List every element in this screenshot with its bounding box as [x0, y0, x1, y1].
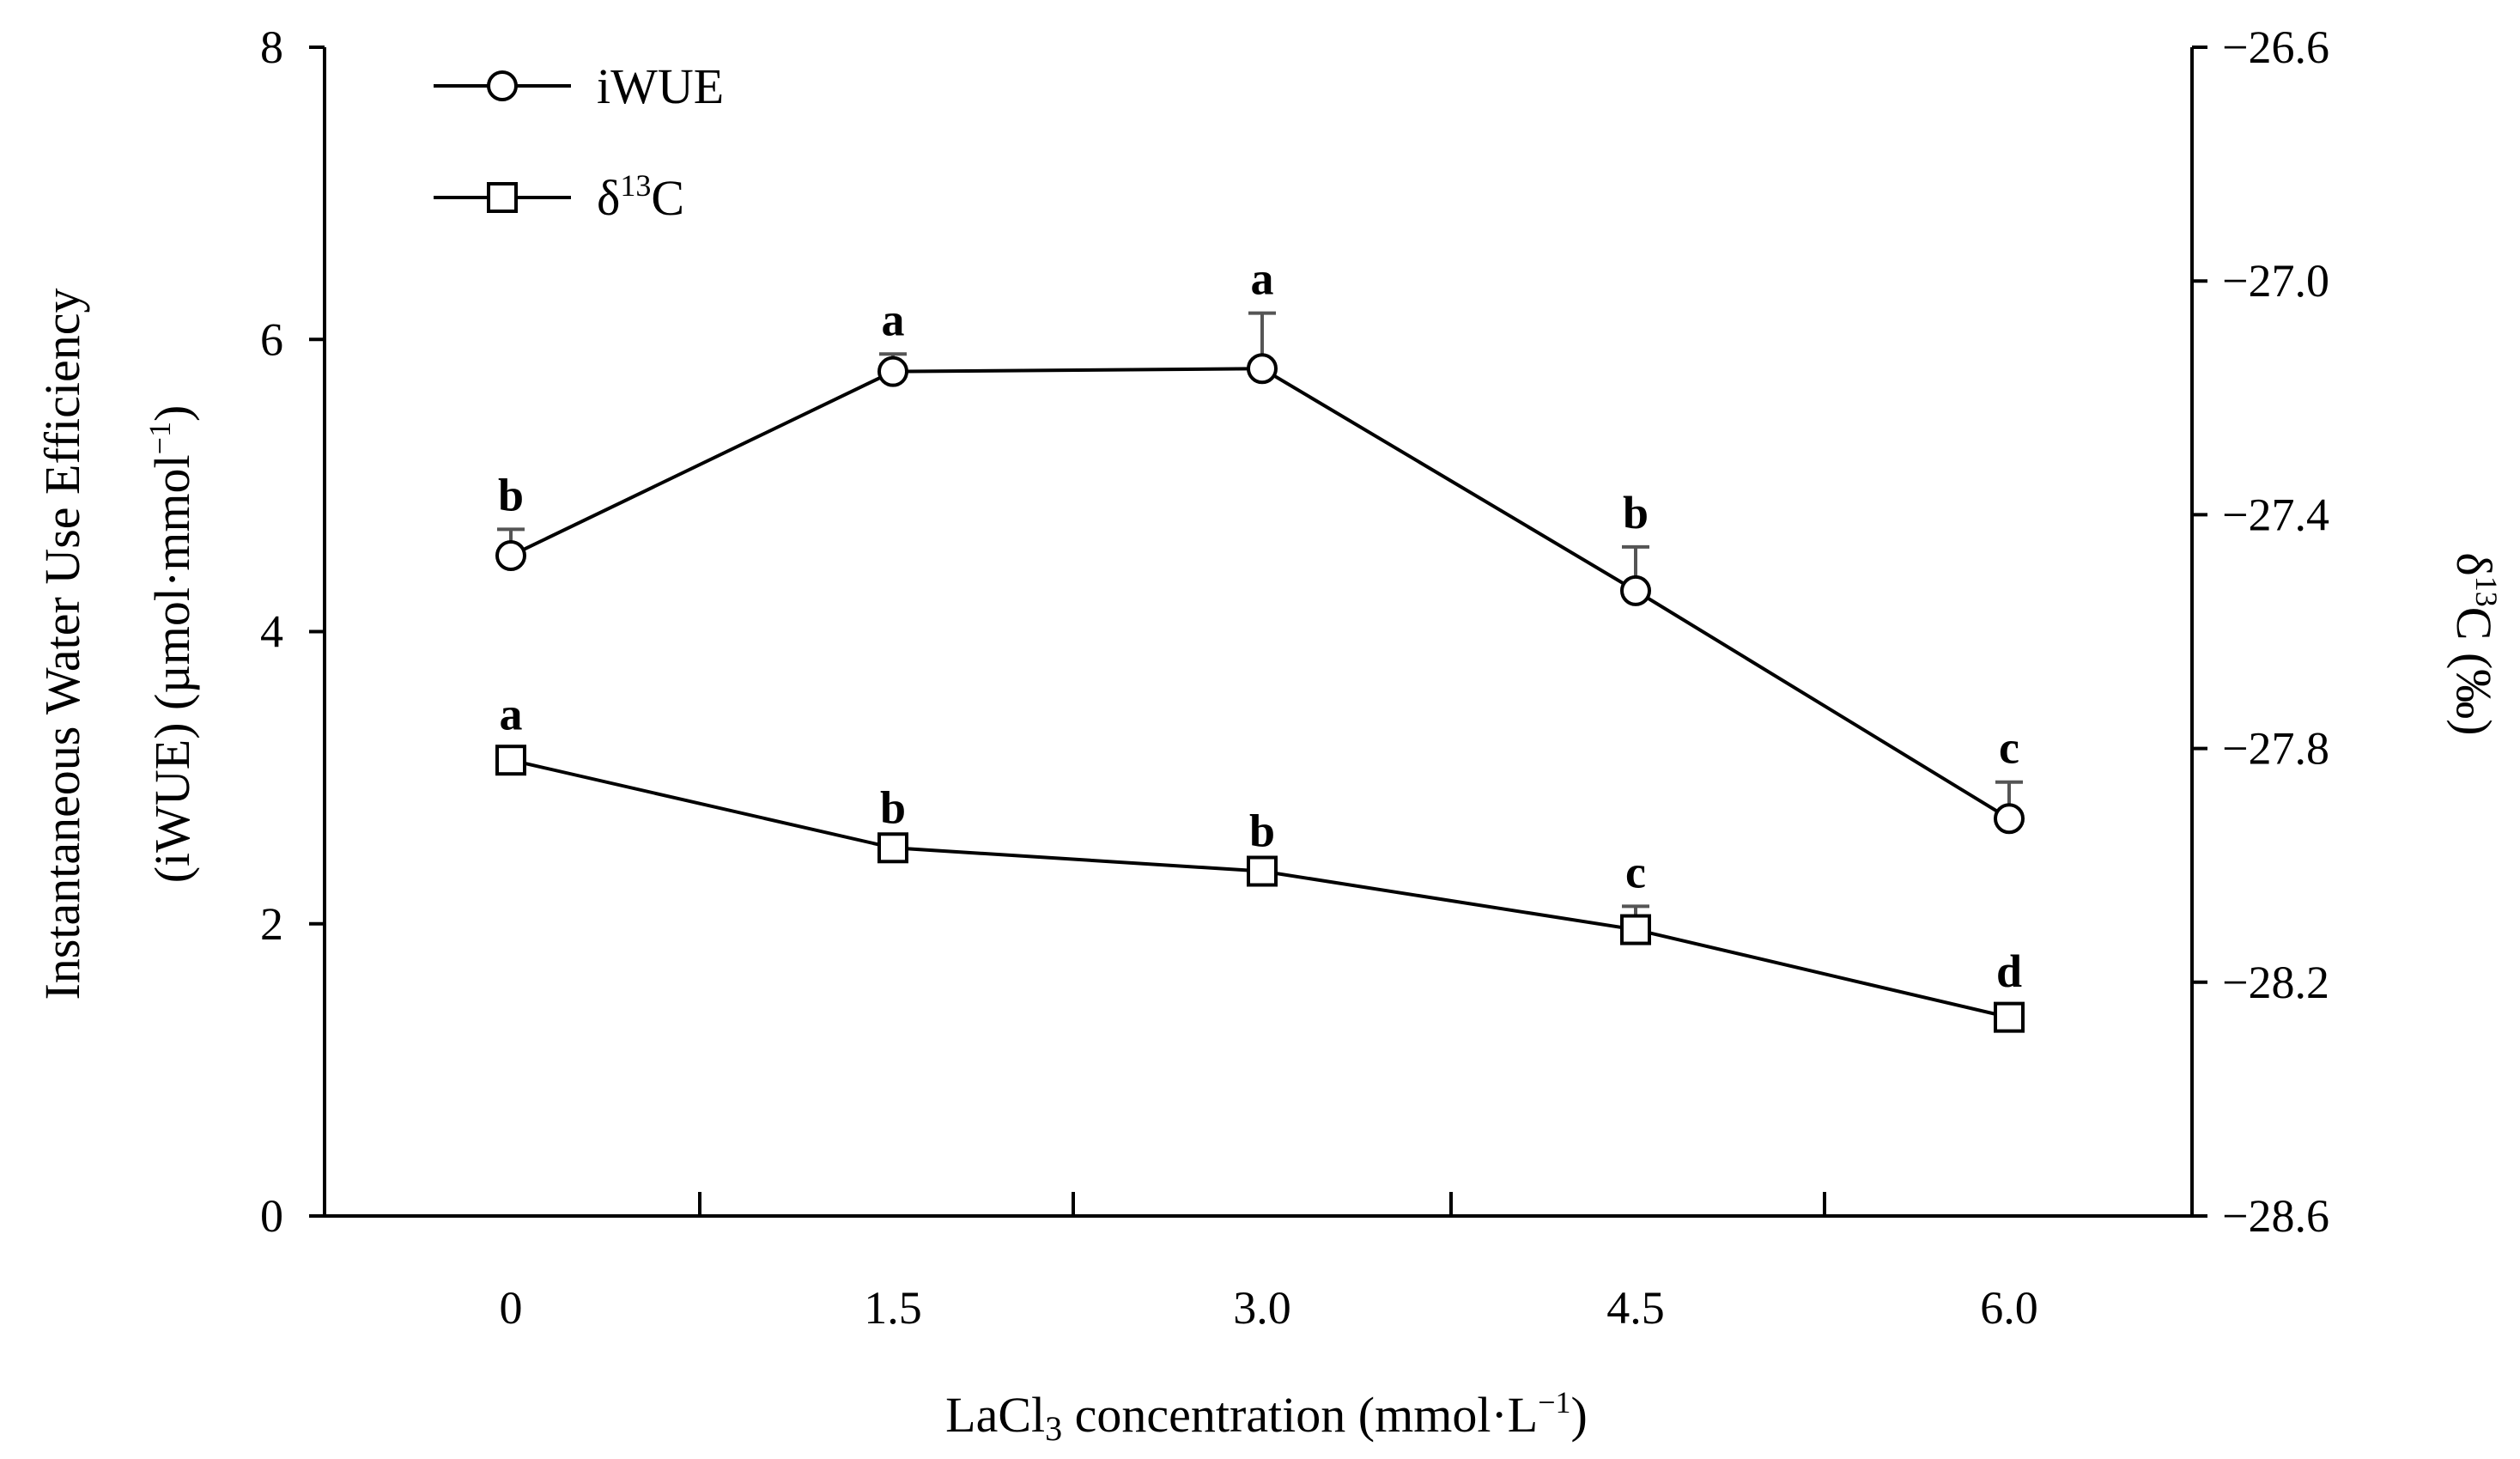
- y-right-tick-label: −27.4: [2222, 489, 2329, 540]
- legend-label-d13c-pre: δ: [597, 170, 620, 226]
- data-point-square: [877, 832, 908, 864]
- y-right-axis-title-pre: δ: [2446, 552, 2502, 575]
- x-tick-label: 0: [500, 1282, 523, 1334]
- x-axis-title: LaCl3 concentration (mmol·L−1): [945, 1385, 1588, 1448]
- y-left-tick-label: 8: [260, 21, 283, 73]
- series-layer: b a a b c a b b c d: [495, 253, 2025, 1033]
- significance-label: b: [498, 469, 524, 520]
- x-tick-label: 4.5: [1606, 1282, 1665, 1334]
- data-point-square: [1620, 914, 1651, 945]
- legend-label-d13c: δ13C: [597, 168, 684, 226]
- legend-label-d13c-sup: 13: [620, 168, 651, 203]
- significance-label: c: [1999, 722, 2019, 774]
- y-left-tick-label: 4: [260, 606, 283, 658]
- legend-marker-circle: [487, 70, 518, 101]
- data-point-square: [1994, 1001, 2025, 1033]
- y-left-axis-title-line2-end: ): [144, 405, 200, 422]
- y-left-axis-title-line1: Instantaneous Water Use Efficiency: [34, 288, 90, 1000]
- y-left-tick-label: 2: [260, 898, 283, 950]
- x-axis-title-sub: 3: [1045, 1409, 1062, 1448]
- labels: LaCl3 concentration (mmol·L−1) Instantan…: [34, 288, 2504, 1448]
- significance-label: a: [882, 294, 905, 345]
- x-axis-title-end: ): [1571, 1387, 1588, 1443]
- x-axis-title-sup: −1: [1538, 1385, 1570, 1419]
- significance-label: b: [880, 781, 906, 833]
- legend-label-iwue: iWUE: [597, 58, 724, 114]
- x-axis-title-post: concentration (mmol·L: [1062, 1387, 1538, 1443]
- data-point-circle: [1994, 803, 2025, 835]
- y-right-tick-label: −27.0: [2222, 255, 2329, 307]
- significance-label: a: [500, 689, 523, 740]
- series-d13c: a b b c d: [495, 689, 2025, 1033]
- y-left-tick-label: 6: [260, 313, 283, 365]
- significance-label: a: [1251, 253, 1274, 305]
- series-iwue: b a a b c: [495, 253, 2025, 835]
- y-right-tick-label: −27.8: [2222, 723, 2329, 775]
- y-left-tick-label: 0: [260, 1190, 283, 1242]
- y-right-axis-title: δ13C (‰): [2446, 552, 2504, 735]
- significance-label: b: [1249, 805, 1275, 857]
- y-left-axis-title-line2-pre: (iWUE) (µmol·mmol: [144, 454, 200, 883]
- x-tick-label: 1.5: [864, 1282, 922, 1334]
- y-left-axis-title-line2-sup: −1: [143, 422, 177, 454]
- data-point-circle: [1620, 574, 1651, 606]
- data-point-square: [495, 745, 526, 776]
- data-point-circle: [495, 540, 526, 572]
- series-line-d13c: [510, 758, 2010, 1019]
- significance-label: b: [1623, 487, 1649, 538]
- data-point-circle: [877, 356, 908, 387]
- significance-label: d: [1996, 945, 2022, 997]
- y-right-tick-label: −28.2: [2222, 957, 2329, 1008]
- y-right-tick-label: −28.6: [2222, 1190, 2329, 1242]
- data-point-square: [1247, 855, 1278, 887]
- series-line-iwue: [510, 367, 2011, 820]
- y-right-axis-title-post: C (‰): [2446, 607, 2502, 736]
- axes: 0 1.5 3.0 4.5 6.0 0 2 4 6 8 −28.6 −28.2 −27.8 −27.4 −2…: [260, 21, 2329, 1334]
- significance-label: c: [1625, 846, 1646, 897]
- y-right-tick-label: −26.6: [2222, 21, 2329, 73]
- y-right-axis-title-sup: 13: [2469, 576, 2504, 607]
- legend: iWUE δ13C: [434, 58, 724, 226]
- x-axis-title-pre: LaCl: [945, 1387, 1045, 1443]
- data-point-circle: [1247, 353, 1278, 385]
- x-tick-label: 3.0: [1233, 1282, 1291, 1334]
- y-left-axis-title-line2: (iWUE) (µmol·mmol−1): [143, 405, 200, 884]
- x-tick-label: 6.0: [1980, 1282, 2038, 1334]
- legend-label-d13c-post: C: [651, 170, 684, 226]
- legend-marker-square: [487, 182, 518, 213]
